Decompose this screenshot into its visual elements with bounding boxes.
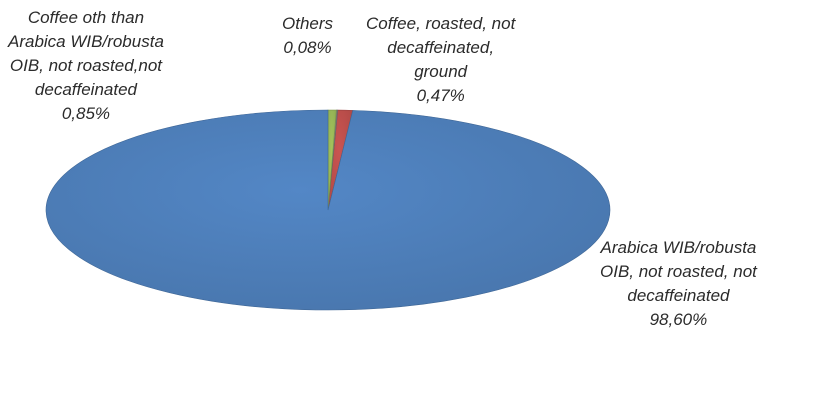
label-coffee-other-than-arabica: Coffee oth than Arabica WIB/robusta OIB,… [8, 6, 164, 126]
label-line: decaffeinated, [387, 38, 495, 57]
label-line: OIB, not roasted,not [9, 56, 163, 75]
label-value: 98,60% [649, 310, 708, 329]
label-value: 0,08% [283, 38, 332, 57]
label-value: 0,85% [61, 104, 111, 123]
label-coffee-roasted-ground: Coffee, roasted, not decaffeinated, grou… [366, 12, 515, 108]
label-arabica-robusta-not-roasted: Arabica WIB/robusta OIB, not roasted, no… [600, 236, 757, 332]
label-line: decaffeinated [34, 80, 137, 99]
label-value: 0,47% [416, 86, 465, 105]
label-line: Arabica WIB/robusta [8, 32, 164, 51]
label-line: OIB, not roasted, not [600, 262, 757, 281]
label-line: Coffee, roasted, not [366, 14, 516, 33]
label-line: ground [414, 62, 468, 81]
label-line: Arabica WIB/robusta [600, 238, 757, 257]
label-line: Coffee oth than [27, 8, 145, 27]
pie-slice-top [45, 109, 611, 311]
label-line: decaffeinated [627, 286, 730, 305]
label-line: Others [282, 14, 334, 33]
label-others: Others 0,08% [282, 12, 333, 60]
pie-slice [45, 109, 611, 311]
